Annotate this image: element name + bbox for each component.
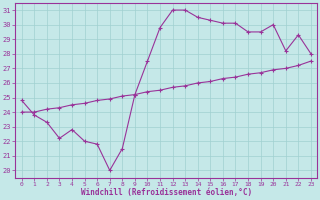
X-axis label: Windchill (Refroidissement éolien,°C): Windchill (Refroidissement éolien,°C) (81, 188, 252, 197)
